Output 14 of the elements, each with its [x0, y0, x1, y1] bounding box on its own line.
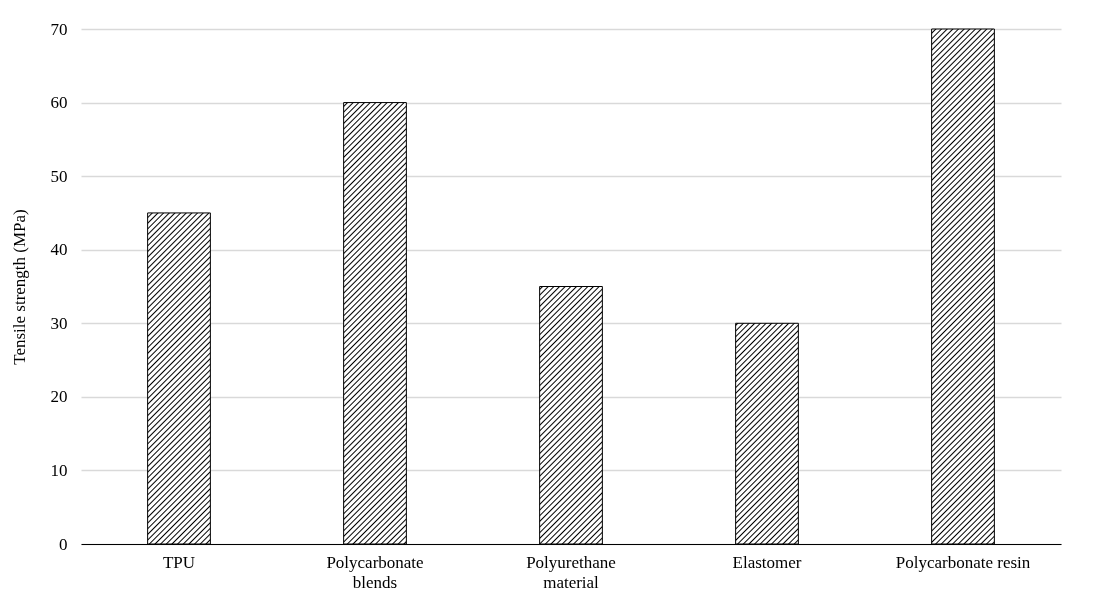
- y-tick-label: 20: [50, 387, 68, 407]
- y-tick-label: 30: [50, 313, 68, 333]
- x-tick-label: Elastomer: [732, 552, 802, 572]
- x-tick-label: Polycarbonate resin: [895, 552, 1031, 572]
- y-tick-label: 0: [59, 534, 68, 554]
- y-axis-title: Tensile strength (MPa): [9, 209, 29, 365]
- y-tick-label: 70: [50, 19, 68, 39]
- y-tick-label: 60: [50, 93, 68, 113]
- x-tick-label: Polyurethane material: [526, 552, 616, 592]
- y-tick-label: 50: [50, 166, 68, 186]
- x-tick-label: TPU: [162, 552, 196, 572]
- y-tick-label: 10: [50, 460, 68, 480]
- x-tick-label: Polycarbonate blends: [326, 552, 424, 592]
- y-tick-label: 40: [50, 240, 68, 260]
